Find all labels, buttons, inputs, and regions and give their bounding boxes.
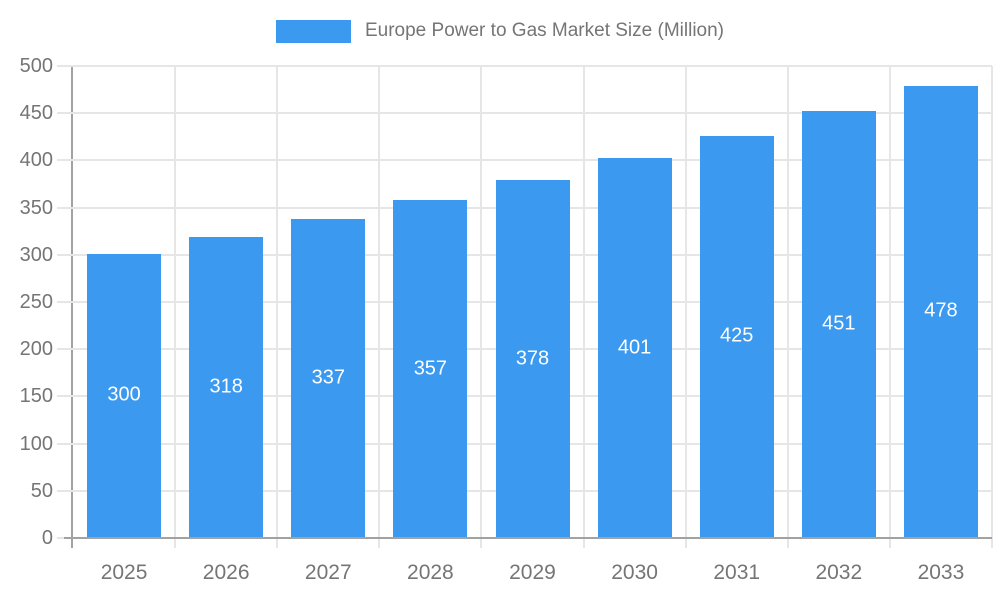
- y-tick-label: 150: [19, 385, 53, 408]
- x-tick-label: 2025: [100, 561, 148, 584]
- bar-value-label: 337: [311, 366, 345, 389]
- bar-value-label: 318: [209, 375, 243, 398]
- bar-value-label: 378: [515, 347, 550, 370]
- x-tick-label: 2030: [611, 561, 658, 584]
- x-axis-line: [64, 537, 992, 539]
- bar[interactable]: 337: [291, 218, 366, 537]
- gridline-vertical: [888, 66, 891, 538]
- gridline-vertical: [786, 66, 789, 538]
- bar[interactable]: 425: [699, 135, 774, 537]
- x-axis-tick-mark: [684, 538, 687, 548]
- y-tick-label: 250: [19, 291, 53, 313]
- bar[interactable]: 401: [597, 158, 672, 537]
- y-axis-tick-mark: [57, 65, 73, 67]
- x-tick-label: 2032: [815, 561, 863, 584]
- x-tick-label: 2033: [917, 561, 965, 584]
- x-axis-tick-mark: [991, 538, 993, 548]
- y-axis-tick-mark: [57, 253, 73, 256]
- y-axis-tick-mark: [57, 301, 73, 303]
- bar-value-label: 478: [924, 299, 958, 322]
- bar[interactable]: 451: [801, 111, 876, 537]
- bar-value-label: 401: [617, 336, 652, 359]
- gridline-vertical: [684, 66, 687, 538]
- gridline-vertical: [480, 66, 483, 538]
- legend-swatch-icon: [275, 19, 351, 43]
- bar[interactable]: 478: [903, 85, 978, 537]
- y-axis-tick-mark: [57, 395, 73, 398]
- gridline-horizontal: [73, 65, 992, 67]
- gridline-vertical: [276, 66, 279, 538]
- x-axis-tick-mark: [378, 538, 381, 548]
- y-axis-line: [71, 66, 73, 548]
- x-axis-tick-mark: [276, 538, 279, 548]
- bar[interactable]: 318: [189, 236, 264, 537]
- x-tick-label: 2027: [304, 561, 352, 584]
- gridline-vertical: [378, 66, 381, 538]
- y-tick-label: 500: [19, 55, 53, 77]
- y-axis-tick-mark: [57, 348, 73, 351]
- x-tick-label: 2031: [713, 561, 761, 584]
- y-axis-tick-mark: [57, 159, 73, 162]
- y-axis-tick-mark: [57, 206, 73, 209]
- y-tick-label: 300: [19, 243, 53, 266]
- bar[interactable]: 357: [393, 200, 468, 537]
- gridline-vertical: [582, 66, 585, 538]
- y-tick-label: 50: [30, 479, 53, 502]
- y-tick-label: 100: [19, 432, 53, 455]
- y-tick-label: 200: [19, 338, 53, 361]
- y-tick-label: 450: [19, 102, 53, 125]
- legend-label: Europe Power to Gas Market Size (Million…: [364, 20, 724, 41]
- gridline-vertical: [174, 66, 177, 538]
- bar-value-label: 425: [720, 324, 754, 347]
- bar[interactable]: 300: [87, 253, 162, 537]
- y-axis-tick-mark: [57, 442, 73, 445]
- bar-value-label: 300: [107, 383, 141, 406]
- x-axis-tick-mark: [480, 538, 483, 548]
- x-tick-label: 2028: [407, 561, 454, 584]
- x-axis-tick-mark: [786, 538, 789, 548]
- y-tick-label: 0: [41, 527, 53, 549]
- x-axis-tick-mark: [888, 538, 891, 548]
- x-axis-tick-mark: [174, 538, 177, 548]
- x-tick-label: 2029: [509, 561, 556, 584]
- y-tick-label: 350: [19, 196, 53, 219]
- y-axis-tick-mark: [57, 112, 73, 115]
- legend[interactable]: Europe Power to Gas Market Size (Million…: [0, 17, 1000, 45]
- x-tick-label: 2026: [202, 561, 250, 584]
- bar[interactable]: 378: [495, 180, 570, 537]
- gridline-vertical: [991, 66, 993, 538]
- bar-value-label: 451: [822, 312, 856, 335]
- x-axis-tick-mark: [582, 538, 585, 548]
- gridline-horizontal: [73, 112, 992, 115]
- y-tick-label: 400: [19, 149, 53, 172]
- bar-value-label: 357: [413, 357, 448, 379]
- y-axis-tick-mark: [57, 489, 73, 492]
- plot-area: 0 50 100 150 200 250 300 350 400 450 500 300 2025 318…: [20, 55, 993, 584]
- gridline-horizontal: [73, 159, 992, 162]
